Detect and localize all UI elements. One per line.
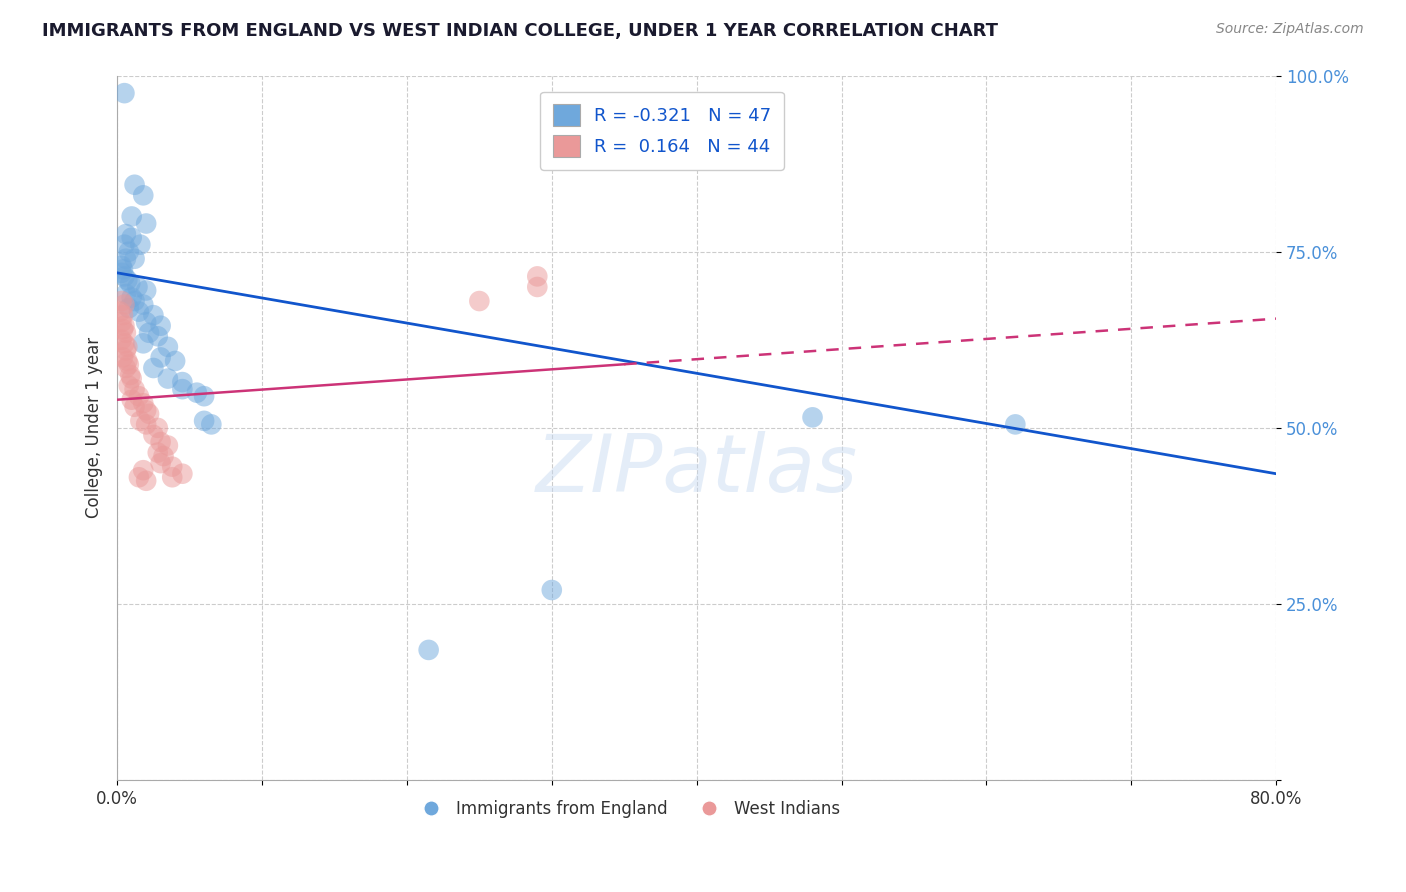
Text: Source: ZipAtlas.com: Source: ZipAtlas.com [1216,22,1364,37]
Point [135,315,157,329]
Point [129,414,152,428]
Point [120,277,142,291]
Point [128,389,150,403]
Point [162,459,184,474]
Point [146,329,169,343]
Point [156,371,179,385]
Point [149,456,172,470]
Point [149,435,172,450]
Point [135,417,157,432]
Point [124,252,146,266]
Point [135,403,157,417]
Point [172,382,194,396]
Point [121,371,143,385]
Point [149,318,172,333]
Point [1004,417,1026,432]
Point [115,252,138,266]
Point [128,304,150,318]
Point [115,227,138,241]
Point [115,326,138,340]
Point [120,368,142,382]
Point [146,421,169,435]
Point [135,474,157,488]
Point [124,382,146,396]
Point [138,326,160,340]
Text: IMMIGRANTS FROM ENGLAND VS WEST INDIAN COLLEGE, UNDER 1 YEAR CORRELATION CHART: IMMIGRANTS FROM ENGLAND VS WEST INDIAN C… [42,22,998,40]
Point [118,301,141,315]
Point [114,297,136,311]
Point [118,358,141,372]
Point [132,463,155,477]
Point [526,280,548,294]
Point [114,269,136,284]
Point [135,284,157,298]
Y-axis label: College, Under 1 year: College, Under 1 year [86,337,103,518]
Point [117,273,139,287]
Point [110,315,132,329]
Point [142,428,165,442]
Point [142,361,165,376]
Point [117,354,139,368]
Legend: Immigrants from England, West Indians: Immigrants from England, West Indians [408,794,846,825]
Point [135,217,157,231]
Point [172,467,194,481]
Point [200,417,222,432]
Point [418,643,440,657]
Point [165,354,187,368]
Point [108,304,131,318]
Point [114,237,136,252]
Point [468,293,491,308]
Point [162,470,184,484]
Point [110,259,132,273]
Text: ZIPatlas: ZIPatlas [536,431,858,509]
Point [121,291,143,305]
Point [156,340,179,354]
Point [156,438,179,452]
Point [110,266,132,280]
Point [115,287,138,301]
Point [117,340,139,354]
Point [118,244,141,259]
Point [186,385,208,400]
Point [132,297,155,311]
Point [115,343,138,358]
Point [128,470,150,484]
Point [142,308,165,322]
Point [149,351,172,365]
Point [115,361,138,376]
Point [172,375,194,389]
Point [110,293,132,308]
Point [193,389,215,403]
Point [121,210,143,224]
Point [138,407,160,421]
Point [193,414,215,428]
Point [114,318,136,333]
Point [132,396,155,410]
Point [124,293,146,308]
Point [111,351,134,365]
Point [132,336,155,351]
Point [121,392,143,407]
Point [132,188,155,202]
Point [124,178,146,192]
Point [801,410,824,425]
Point [540,582,562,597]
Point [114,86,136,100]
Point [111,322,134,336]
Point [114,336,136,351]
Point [118,378,141,392]
Point [111,262,134,277]
Point [129,237,152,252]
Point [110,333,132,347]
Point [111,308,134,322]
Point [152,449,174,463]
Point [146,445,169,459]
Point [124,400,146,414]
Point [127,280,149,294]
Point [121,230,143,244]
Point [526,269,548,284]
